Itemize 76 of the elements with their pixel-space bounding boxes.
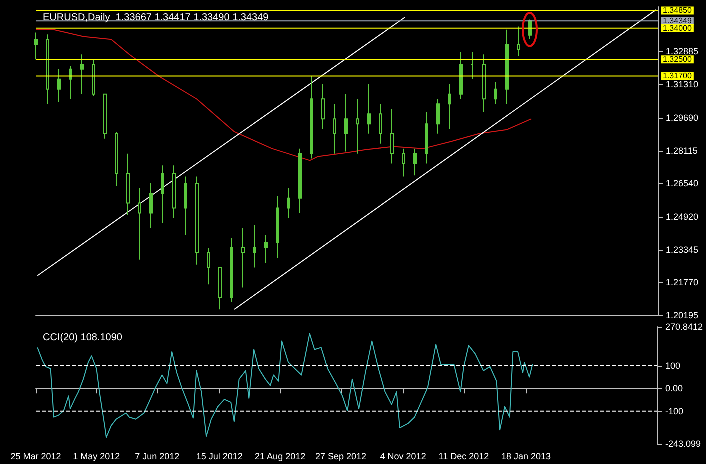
candlestick [149,183,153,229]
candlestick [425,112,428,164]
candlestick [57,68,61,103]
candlestick [356,98,359,154]
candlestick [505,29,509,105]
candlestick [321,84,325,130]
x-tick-label: 27 Sep 2012 [315,452,367,462]
candlestick [253,224,256,268]
candlestick [184,176,187,236]
text: EURUSD,Daily 1.33667 1.34417 1.33490 1.34349 [43,12,270,24]
y-tick-label: 270.8412 [665,322,704,332]
candlestick [471,52,474,80]
candlestick [161,165,164,224]
candlestick [126,153,130,216]
candlestick [528,19,532,40]
y-tick-label: 1.29690 [666,113,699,124]
y-tick-label: 1.23345 [666,244,699,255]
x-tick-label: 7 Jun 2012 [135,452,180,462]
x-tick-label: 15 Jul 2012 [196,452,243,462]
candlestick [230,238,233,304]
candlestick [69,66,72,100]
candlestick [413,148,417,176]
y-tick-label: 1.24920 [666,212,699,222]
candlestick [402,148,405,178]
x-tick-label: 1 May 2012 [73,452,120,462]
candlestick [138,188,141,260]
candlestick [103,94,107,140]
candlestick [459,52,463,100]
x-tick-label: 25 Mar 2012 [10,452,62,462]
x-tick-label: 21 Aug 2012 [255,452,306,462]
y-tick-label: 0.00 [665,384,683,394]
candlestick [195,176,199,266]
y-tick-label: 1.32885 [666,46,699,57]
y-tick-label: 1.21770 [666,278,699,288]
ref-line-label: 1.34000 [663,24,692,33]
candlestick [494,82,497,105]
candlestick [390,108,394,164]
line-series [37,333,534,438]
candlestick [482,54,486,113]
candlestick [344,94,348,152]
y-tick-label: -243.099 [665,439,701,449]
candlestick [218,267,222,310]
y-tick-label: -100 [665,406,684,416]
candlestick [436,98,440,134]
y-tick-label: 100 [665,360,680,371]
candlestick [367,84,371,134]
candlestick [34,32,38,60]
candlestick [207,248,210,286]
x-tick-label: 11 Dec 2012 [438,452,490,462]
candlestick [80,54,84,95]
candlestick [333,104,336,154]
y-tick-label: 1.20195 [666,310,699,320]
y-tick-label: 1.28115 [666,146,698,156]
candlestick [276,196,279,258]
ref-line-label: 1.31700 [663,72,692,81]
candlestick [517,26,520,57]
x-tick-label: 18 Jan 2013 [502,452,552,462]
candlestick [46,34,49,105]
candlestick [448,84,451,130]
y-tick-label: 1.31310 [666,79,699,90]
candlestick [298,148,302,214]
line-series [36,29,532,162]
ref-line-label: 1.34349 [663,16,692,26]
y-tick-label: 1.26540 [666,178,699,189]
candlestick [92,59,95,97]
candlestick [115,131,118,187]
candlestick [172,165,176,219]
candlestick [310,76,313,160]
candlestick [264,234,268,264]
ref-line-label: 1.34850 [663,6,692,16]
candlestick [241,228,245,288]
x-tick-label: 4 Nov 2012 [380,452,426,462]
ref-line-label: 1.32500 [663,55,692,64]
text: CCI(20) 108.1090 [43,332,123,344]
candlestick [379,104,382,144]
candlestick [287,188,290,219]
